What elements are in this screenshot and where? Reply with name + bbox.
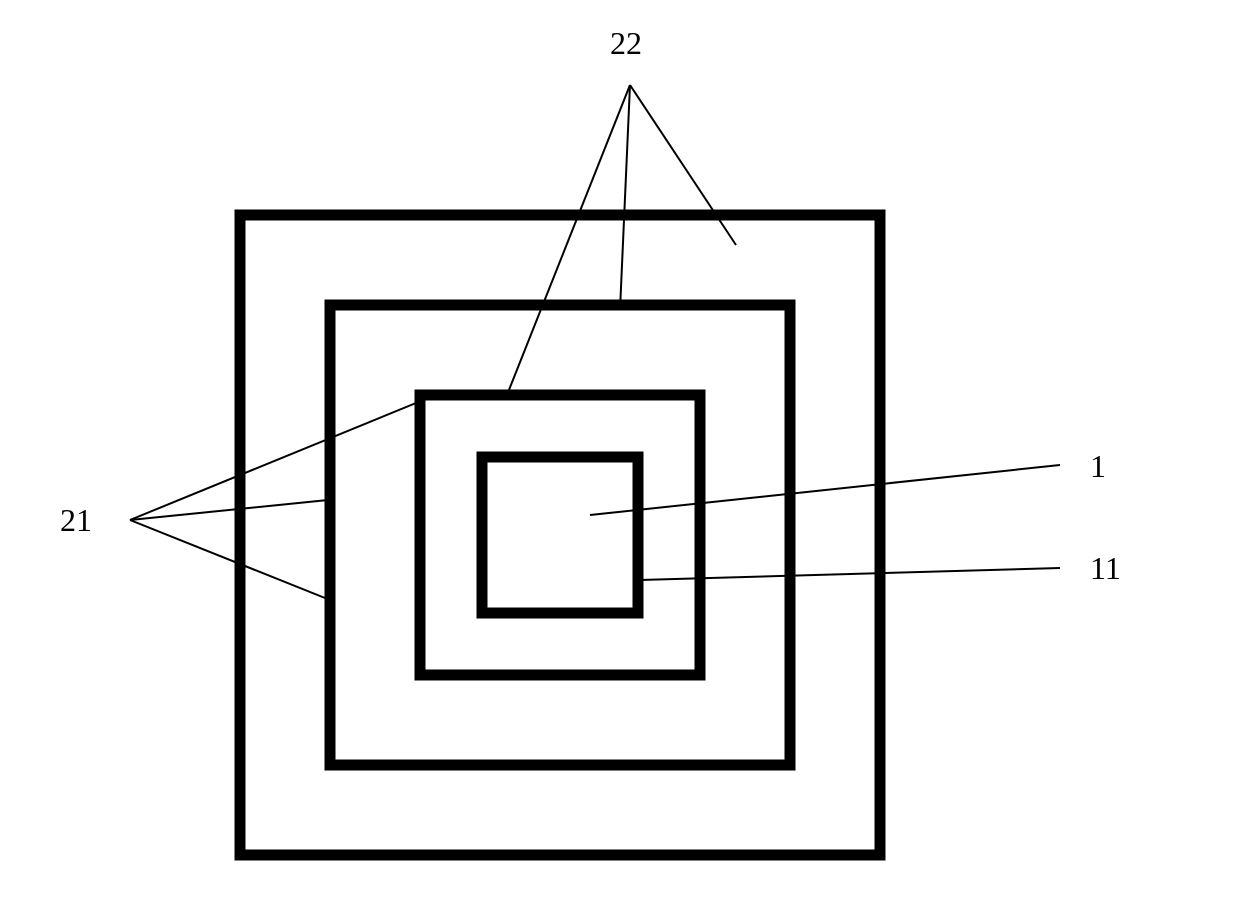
label-11: 11	[1090, 550, 1121, 587]
leader-21	[130, 403, 416, 520]
square-mid	[330, 305, 790, 765]
square-outer	[240, 215, 880, 855]
leader-22	[630, 85, 736, 245]
leader-1	[590, 465, 1060, 515]
leader-22	[620, 85, 630, 310]
diagram-stage: 22 21 1 11	[0, 0, 1240, 901]
label-22: 22	[610, 25, 642, 62]
leader-21	[130, 500, 328, 520]
leader-22	[505, 85, 630, 400]
leader-21	[130, 520, 330, 600]
diagram-svg	[0, 0, 1240, 901]
square-inner	[420, 395, 700, 675]
label-21: 21	[60, 502, 92, 539]
label-1: 1	[1090, 448, 1106, 485]
square-center	[482, 457, 638, 613]
